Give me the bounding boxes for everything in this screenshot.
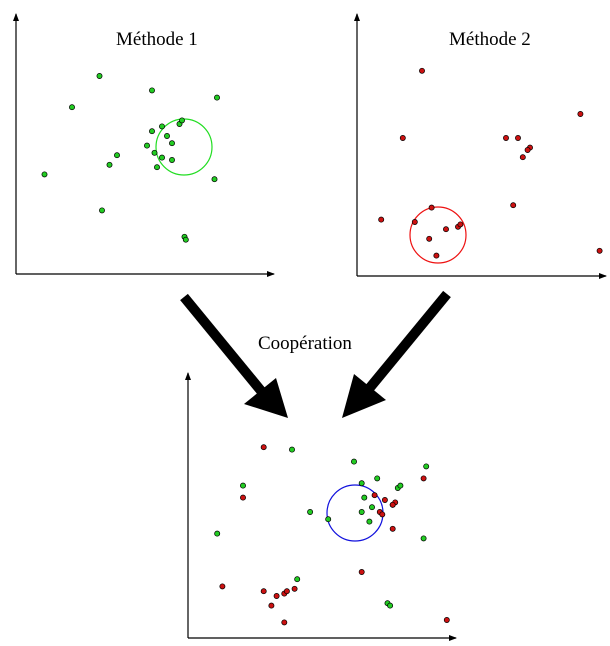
cooperation-point-green [387,602,394,609]
arrow-right-shaft [364,290,451,394]
method2-cluster-circle [409,206,467,264]
method1-points [41,73,220,243]
method2-point-red [433,252,440,259]
cooperation-point-green [420,535,427,542]
cooperation-point-green [423,463,430,470]
arrow-left-shaft [180,293,266,396]
method1-point-green [149,128,155,135]
panel-method2: Méthode 2 [354,13,607,279]
method1-point-green [151,149,158,156]
cooperation-point-green [358,480,365,487]
cooperation-point-red [389,501,396,508]
method1-point-green [149,87,155,94]
method2-point-red [443,226,449,233]
method1-point-green [96,73,103,79]
cooperation-point-green [240,482,246,489]
method1-point-green [99,207,105,214]
cooperation-point-red [443,617,450,623]
method1-point-green [164,133,170,139]
cooperation-point-red [379,511,386,518]
method1-point-green [159,154,165,161]
cooperation-point-green [351,458,357,465]
cooperation-point-green [397,482,404,489]
method1-point-green [169,157,175,163]
cooperation-point-green [369,504,375,511]
cooperation-point-red [291,585,298,592]
cooperation-point-red [371,492,378,499]
method1-point-green [144,142,150,149]
method1-point-green [159,123,165,130]
cooperation-point-green [325,516,332,523]
cooperation-point-green [214,530,221,537]
cooperation-point-red [358,569,365,575]
cooperation-point-red [260,588,267,595]
cooperation-points [214,444,450,626]
method2-points [378,67,603,259]
cooperation-arrows [180,290,451,418]
cooperation-point-green [294,576,301,583]
cooperation-point-red [420,475,427,482]
method2-title: Méthode 2 [449,29,531,50]
method2-point-red [519,154,526,161]
method2-point-red [510,202,517,209]
cooperation-point-green [289,446,295,453]
method2-point-red [399,135,406,141]
cooperation-point-red [281,619,288,626]
method2-point-red [577,111,584,117]
method1-point-green [169,140,175,147]
panel-cooperation [185,372,457,641]
cooperation-label: Coopération [258,333,352,354]
arrow-right-head [342,374,386,418]
cooperation-point-green [358,509,365,515]
cooperation-point-red [219,583,226,590]
method1-point-green [69,104,75,111]
method1-point-green [179,117,185,124]
panel-method1: Méthode 1 [13,13,275,277]
method1-point-green [114,152,120,159]
method1-point-green [41,171,48,178]
method1-point-green [106,161,113,168]
cooperation-point-red [283,588,290,595]
cooperation-point-green [307,509,314,515]
cooperation-point-red [273,593,280,599]
cooperation-point-red [381,497,388,503]
method2-point-red [524,147,531,153]
method2-point-red [428,204,435,211]
method2-point-red [378,216,385,223]
method1-point-green [182,236,189,243]
cooperation-point-red [389,525,396,532]
method2-point-red [426,235,433,242]
method1-point-green [214,94,220,101]
method2-point-red [515,135,521,141]
method1-title: Méthode 1 [116,29,198,50]
method1-point-green [154,164,160,171]
cooperation-point-green [374,475,381,482]
method2-point-red [596,247,603,254]
method2-point-red [419,67,425,74]
cooperation-point-red [260,444,267,451]
cooperation-point-red [268,602,275,609]
cooperation-point-green [366,518,373,525]
method2-point-red [457,221,464,228]
method2-point-red [411,219,418,225]
arrow-left-head [244,378,288,418]
cooperation-point-red [240,494,246,501]
method2-point-red [503,135,509,141]
method1-point-green [211,176,218,183]
cooperation-point-green [361,494,368,501]
